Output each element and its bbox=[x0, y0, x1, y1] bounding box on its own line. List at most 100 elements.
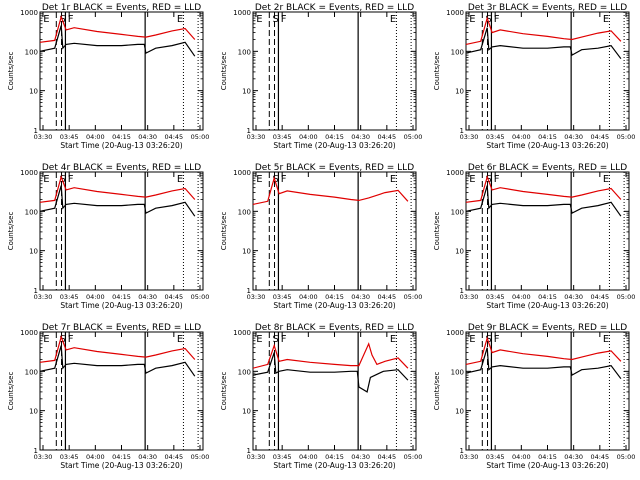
x-tick-label: 04:30 bbox=[564, 133, 583, 141]
x-tick-label: 03:45 bbox=[60, 453, 79, 461]
x-tick-label: 05:00 bbox=[617, 453, 636, 461]
lld-series-line bbox=[39, 334, 196, 363]
x-tick-label: 03:30 bbox=[460, 453, 479, 461]
y-tick-label: 1 bbox=[247, 127, 251, 135]
events-series-line bbox=[39, 345, 196, 377]
x-tick-label: 03:30 bbox=[247, 293, 266, 301]
x-tick-label: 05:00 bbox=[617, 133, 636, 141]
x-tick-label: 04:30 bbox=[351, 133, 370, 141]
x-tick-label: 05:00 bbox=[191, 293, 210, 301]
y-axis-label: Counts/sec bbox=[433, 52, 441, 91]
lld-series-line bbox=[252, 175, 409, 205]
y-tick-label: 10 bbox=[242, 408, 251, 416]
events-series-line bbox=[465, 27, 622, 60]
y-tick-label: 100 bbox=[238, 208, 251, 216]
y-tick-label: 10 bbox=[455, 408, 464, 416]
y-tick-label: 10 bbox=[242, 88, 251, 96]
x-tick-label: 03:45 bbox=[486, 293, 505, 301]
x-tick-label: 04:00 bbox=[86, 453, 105, 461]
marker-letter: E bbox=[256, 14, 262, 25]
detector-panel: Det 7r BLACK = Events, RED = LLD 1 10 100 10… bbox=[7, 323, 209, 470]
x-tick-label: 04:15 bbox=[538, 453, 557, 461]
x-tick-label: 03:30 bbox=[460, 293, 479, 301]
x-tick-label: 03:30 bbox=[247, 133, 266, 141]
y-tick-label: 1 bbox=[34, 287, 38, 295]
detector-panel: Det 2r BLACK = Events, RED = LLD 1 10 100 10… bbox=[220, 3, 422, 150]
panel-title: Det 3r BLACK = Events, RED = LLD bbox=[468, 3, 627, 13]
x-axis-label: Start Time (20-Aug-13 03:26:20) bbox=[273, 141, 395, 150]
y-axis-label: Counts/sec bbox=[7, 52, 15, 91]
y-tick-label: 100 bbox=[451, 368, 464, 376]
marker-letter: E bbox=[43, 334, 49, 345]
marker-letter: F bbox=[68, 334, 74, 345]
x-tick-label: 04:30 bbox=[138, 133, 157, 141]
y-tick-label: 100 bbox=[25, 368, 38, 376]
marker-letter: F bbox=[494, 14, 500, 25]
panel-title: Det 4r BLACK = Events, RED = LLD bbox=[42, 163, 201, 173]
x-tick-label: 05:00 bbox=[191, 453, 210, 461]
y-tick-label: 10 bbox=[455, 248, 464, 256]
plot-frame bbox=[252, 11, 417, 131]
marker-letter: E bbox=[177, 334, 183, 345]
panel-title: Det 7r BLACK = Events, RED = LLD bbox=[42, 323, 201, 333]
x-tick-label: 05:00 bbox=[404, 293, 423, 301]
x-tick-label: 04:45 bbox=[590, 293, 609, 301]
detector-panel: Det 8r BLACK = Events, RED = LLD 1 10 100 10… bbox=[220, 323, 422, 470]
marker-letter: S bbox=[486, 334, 492, 345]
y-tick-label: 1 bbox=[34, 127, 38, 135]
y-tick-label: 1000 bbox=[20, 9, 38, 17]
x-axis-label: Start Time (20-Aug-13 03:26:20) bbox=[486, 461, 608, 470]
x-tick-label: 05:00 bbox=[404, 453, 423, 461]
x-tick-label: 04:00 bbox=[299, 133, 318, 141]
x-tick-label: 03:30 bbox=[34, 293, 53, 301]
x-tick-label: 04:00 bbox=[299, 293, 318, 301]
marker-letter: E bbox=[43, 14, 49, 25]
marker-letter: E bbox=[256, 174, 262, 185]
x-tick-label: 03:45 bbox=[273, 133, 292, 141]
marker-letter: S bbox=[273, 334, 279, 345]
marker-letter: E bbox=[390, 174, 396, 185]
lld-series-line bbox=[252, 342, 409, 369]
events-series-line bbox=[465, 185, 622, 217]
events-series-line bbox=[39, 185, 196, 217]
detector-panel: Det 3r BLACK = Events, RED = LLD 1 10 100 10… bbox=[433, 3, 635, 150]
x-axis-label: Start Time (20-Aug-13 03:26:20) bbox=[60, 141, 182, 150]
detector-panel: Det 9r BLACK = Events, RED = LLD 1 10 100 10… bbox=[433, 323, 635, 470]
x-axis-label: Start Time (20-Aug-13 03:26:20) bbox=[60, 301, 182, 310]
x-axis-label: Start Time (20-Aug-13 03:26:20) bbox=[486, 141, 608, 150]
marker-letter: E bbox=[469, 334, 475, 345]
events-series-line bbox=[252, 352, 409, 393]
x-tick-label: 04:00 bbox=[299, 453, 318, 461]
x-tick-label: 03:45 bbox=[60, 293, 79, 301]
y-tick-label: 1000 bbox=[446, 169, 464, 177]
x-tick-label: 04:15 bbox=[538, 133, 557, 141]
x-tick-label: 04:30 bbox=[351, 293, 370, 301]
panel-title: Det 9r BLACK = Events, RED = LLD bbox=[468, 323, 627, 333]
marker-letter: E bbox=[177, 174, 183, 185]
detector-panel: Det 5r BLACK = Events, RED = LLD 1 10 100 10… bbox=[220, 163, 422, 310]
y-tick-label: 100 bbox=[238, 48, 251, 56]
y-tick-label: 1000 bbox=[446, 329, 464, 337]
y-tick-label: 1 bbox=[460, 287, 464, 295]
marker-letter: F bbox=[281, 174, 287, 185]
y-tick-label: 10 bbox=[29, 408, 38, 416]
x-tick-label: 04:15 bbox=[325, 453, 344, 461]
x-tick-label: 04:30 bbox=[564, 293, 583, 301]
x-tick-label: 04:00 bbox=[86, 133, 105, 141]
marker-letter: F bbox=[281, 334, 287, 345]
y-tick-label: 100 bbox=[238, 368, 251, 376]
plot-frame bbox=[465, 11, 630, 131]
x-tick-label: 05:00 bbox=[404, 133, 423, 141]
lld-series-line bbox=[465, 174, 622, 203]
marker-letter: E bbox=[603, 334, 609, 345]
x-tick-label: 04:15 bbox=[112, 133, 131, 141]
y-tick-label: 1 bbox=[34, 447, 38, 455]
x-tick-label: 04:00 bbox=[512, 133, 531, 141]
marker-letter: F bbox=[494, 174, 500, 185]
x-tick-label: 04:45 bbox=[164, 453, 183, 461]
plot-frame bbox=[252, 331, 417, 451]
lld-series-line bbox=[465, 16, 622, 45]
marker-letter: E bbox=[603, 14, 609, 25]
marker-letter: S bbox=[486, 14, 492, 25]
lld-series-line bbox=[465, 336, 622, 365]
